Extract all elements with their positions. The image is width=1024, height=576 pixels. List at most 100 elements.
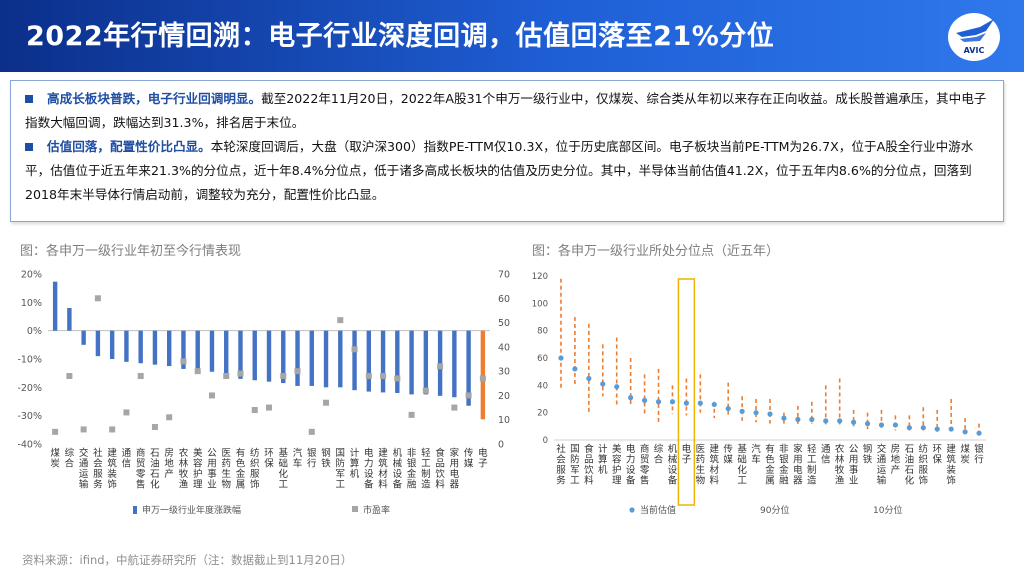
x-category-label: 石油石化 <box>905 444 915 487</box>
x-category-label: 非银金融 <box>407 447 417 491</box>
return-bar <box>167 331 171 366</box>
current-valuation-point <box>614 384 619 389</box>
x-category-label: 国防军工 <box>336 448 346 491</box>
x-category-label: 医药生物 <box>696 444 706 487</box>
pe-point <box>223 373 229 379</box>
return-bar <box>153 331 157 365</box>
return-bar <box>452 331 456 398</box>
y-left-tick-label: -30% <box>17 411 42 422</box>
return-bar <box>110 331 114 359</box>
return-bar <box>438 331 442 396</box>
current-valuation-point <box>670 399 675 404</box>
x-category-label: 电子 <box>682 443 692 466</box>
x-category-label: 有色金属 <box>765 443 775 487</box>
right-figure-title: 图：各申万一级行业所处分位点（近五年） <box>532 240 779 259</box>
return-bar <box>253 331 257 381</box>
y-right-tick-label: 70 <box>498 270 510 281</box>
x-category-label: 食品饮料 <box>435 447 445 491</box>
y-tick-label: 100 <box>532 299 548 309</box>
pe-point <box>366 373 372 379</box>
x-category-label: 医药生物 <box>221 448 231 491</box>
x-category-label: 通信 <box>821 444 831 466</box>
pe-point <box>195 368 201 374</box>
current-valuation-point <box>642 398 647 403</box>
pe-point <box>237 371 243 377</box>
source-note: 资料来源：ifind，中航证券研究所（注：数据截止到11月20日） <box>22 552 352 568</box>
y-left-tick-label: -40% <box>17 440 42 451</box>
current-valuation-point <box>740 409 745 414</box>
page-header: 2022年行情回溯：电子行业深度回调，估值回落至21%分位 AVIC <box>0 0 1024 72</box>
x-category-label: 煤炭 <box>960 443 970 466</box>
y-left-tick-label: -10% <box>17 355 42 366</box>
x-category-label: 商贸零售 <box>640 443 650 487</box>
x-category-label: 建筑材料 <box>378 447 388 491</box>
x-category-label: 机械设备 <box>393 447 403 491</box>
summary-paragraph-2: 估值回落，配置性价比凸显。本轮深度回调后，大盘（取沪深300）指数PE-TTM仅… <box>25 135 987 207</box>
x-category-label: 美容护理 <box>193 447 203 491</box>
summary-paragraph-1: 高成长板块普跌，电子行业回调明显。截至2022年11月20日，2022年A股31… <box>25 87 987 135</box>
summary-box: 高成长板块普跌，电子行业回调明显。截至2022年11月20日，2022年A股31… <box>10 80 1004 222</box>
current-valuation-point <box>712 402 717 407</box>
y-tick-label: 60 <box>537 354 548 364</box>
y-right-tick-label: 10 <box>498 415 510 426</box>
current-valuation-point <box>572 366 577 371</box>
pe-point <box>138 373 144 379</box>
x-category-label: 综合 <box>654 443 664 466</box>
legend-p90-label: 90分位 <box>760 504 789 516</box>
x-category-label: 社会服务 <box>93 447 103 491</box>
pe-point <box>394 375 400 381</box>
current-valuation-point <box>767 411 772 416</box>
x-category-label: 基础化工 <box>279 447 289 491</box>
x-category-label: 银行 <box>974 443 984 466</box>
y-right-tick-label: 50 <box>498 318 510 329</box>
return-bar <box>481 331 485 420</box>
current-valuation-point <box>726 406 731 411</box>
legend-point-swatch <box>352 506 358 512</box>
x-category-label: 汽车 <box>293 447 303 470</box>
x-category-label: 家用电器 <box>793 443 803 487</box>
return-bar <box>67 308 71 331</box>
current-valuation-point <box>684 401 689 406</box>
current-valuation-point <box>962 429 967 434</box>
pe-point <box>352 346 358 352</box>
current-valuation-point <box>558 355 563 360</box>
current-valuation-point <box>656 399 661 404</box>
pe-point <box>423 388 429 394</box>
legend-point-label: 市盈率 <box>363 504 390 516</box>
y-left-tick-label: 0% <box>27 326 42 337</box>
current-valuation-point <box>600 381 605 386</box>
pe-point <box>337 317 343 323</box>
x-category-label: 建筑装饰 <box>946 443 956 487</box>
y-left-tick-label: 20% <box>21 270 42 281</box>
current-valuation-point <box>698 401 703 406</box>
pe-point <box>252 407 258 413</box>
return-bar <box>409 331 413 395</box>
y-tick-label: 20 <box>537 409 548 419</box>
return-bar <box>196 331 200 371</box>
return-bar <box>267 331 271 382</box>
current-valuation-point <box>795 417 800 422</box>
summary-highlight-2: 估值回落，配置性价比凸显。 <box>47 139 211 154</box>
x-category-label: 社会服务 <box>556 443 566 487</box>
avic-logo: AVIC <box>946 11 1002 63</box>
current-valuation-point <box>781 416 786 421</box>
page-title: 2022年行情回溯：电子行业深度回调，估值回落至21%分位 <box>26 14 774 53</box>
pe-point <box>95 295 101 301</box>
y-tick-label: 40 <box>537 381 548 391</box>
x-category-label: 传媒 <box>464 447 474 470</box>
current-valuation-point <box>837 418 842 423</box>
industry-percentile-chart: 120 100 80 60 40 20 0 社会服务国防军工食品饮料计算机美容护理电力设备商贸… <box>512 262 1024 526</box>
return-bar <box>53 282 57 331</box>
pe-point <box>52 429 58 435</box>
legend-bar-swatch <box>133 506 137 514</box>
x-category-label: 农林牧渔 <box>179 447 189 491</box>
pe-point <box>295 368 301 374</box>
return-bar <box>352 331 356 391</box>
x-category-label: 综合 <box>65 447 75 470</box>
x-category-label: 公用事业 <box>849 444 859 487</box>
current-valuation-point <box>586 376 591 381</box>
y-left-tick-label: 10% <box>21 298 42 309</box>
x-category-label: 交通运输 <box>79 447 89 491</box>
y-right-tick-label: 60 <box>498 294 510 305</box>
legend-current-label: 当前估值 <box>640 504 676 516</box>
